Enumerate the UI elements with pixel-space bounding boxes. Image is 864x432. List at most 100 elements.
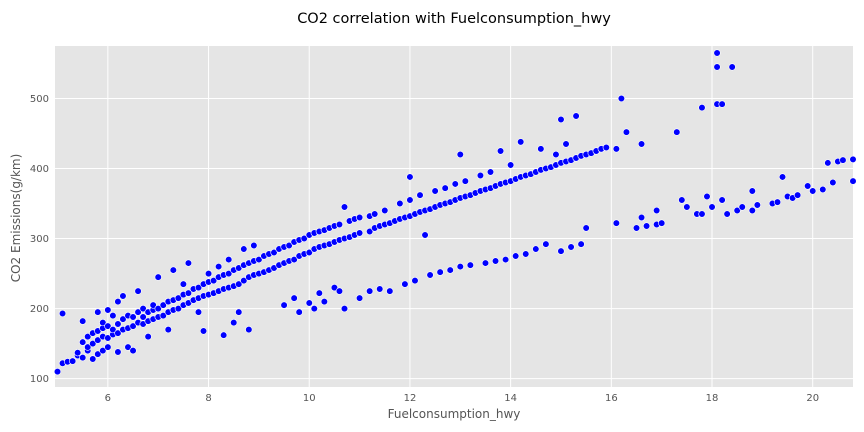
data-point bbox=[245, 325, 253, 334]
data-point bbox=[225, 269, 233, 278]
x-tick-label: 14 bbox=[504, 393, 517, 404]
data-point bbox=[104, 322, 112, 330]
data-point bbox=[441, 184, 449, 192]
data-point bbox=[406, 196, 414, 204]
data-point bbox=[320, 297, 328, 306]
data-point bbox=[713, 63, 721, 71]
data-point bbox=[240, 276, 248, 285]
data-point bbox=[637, 213, 646, 222]
data-point bbox=[824, 159, 832, 167]
data-point bbox=[79, 353, 87, 362]
data-point bbox=[240, 245, 248, 253]
data-point bbox=[738, 203, 746, 211]
data-point bbox=[537, 145, 545, 153]
data-point bbox=[114, 329, 122, 337]
data-point bbox=[235, 308, 243, 316]
data-point bbox=[577, 240, 585, 248]
data-point bbox=[416, 191, 424, 199]
data-point bbox=[174, 294, 182, 302]
data-point bbox=[104, 343, 112, 351]
data-point bbox=[58, 309, 67, 318]
data-point bbox=[179, 280, 187, 288]
data-point bbox=[431, 187, 439, 195]
data-point bbox=[184, 259, 193, 267]
data-point bbox=[502, 255, 510, 264]
data-point bbox=[255, 255, 263, 264]
data-point bbox=[517, 138, 525, 146]
data-point bbox=[366, 227, 374, 236]
data-point bbox=[839, 156, 847, 164]
data-point bbox=[653, 206, 661, 215]
data-point bbox=[703, 192, 711, 201]
horizontal-gridlines bbox=[55, 98, 853, 380]
data-point bbox=[164, 325, 172, 334]
data-point bbox=[335, 220, 344, 229]
data-point bbox=[355, 229, 364, 237]
data-point bbox=[114, 297, 122, 306]
y-tick-labels: 100 200 300 400 500 bbox=[30, 94, 49, 385]
plot-area bbox=[55, 46, 853, 387]
x-tick-label: 16 bbox=[605, 393, 618, 404]
data-point bbox=[290, 255, 298, 264]
data-point bbox=[708, 203, 716, 211]
data-point bbox=[99, 318, 107, 327]
data-point bbox=[305, 299, 313, 307]
data-point bbox=[451, 180, 459, 188]
data-points bbox=[53, 49, 857, 376]
chart-title: CO2 correlation with Fuelconsumption_hwy bbox=[297, 11, 611, 27]
data-point bbox=[104, 306, 112, 314]
data-point bbox=[79, 338, 87, 346]
data-point bbox=[718, 100, 726, 108]
vertical-gridlines bbox=[107, 46, 814, 387]
data-point bbox=[809, 187, 817, 195]
data-point bbox=[773, 198, 782, 206]
data-point bbox=[386, 287, 394, 295]
data-point bbox=[557, 247, 565, 255]
data-point bbox=[129, 313, 137, 321]
data-point bbox=[542, 240, 550, 248]
data-point bbox=[134, 308, 142, 316]
data-point bbox=[673, 128, 681, 136]
data-point bbox=[829, 178, 837, 187]
data-point bbox=[69, 357, 77, 365]
x-tick-label: 6 bbox=[105, 393, 111, 404]
x-tick-labels: 6 8 10 12 14 16 18 20 bbox=[105, 393, 819, 404]
data-point bbox=[617, 94, 626, 103]
data-point bbox=[149, 301, 157, 309]
data-point bbox=[658, 219, 666, 227]
data-point bbox=[728, 63, 736, 71]
data-point bbox=[114, 348, 122, 356]
data-point bbox=[114, 320, 122, 328]
data-point bbox=[632, 224, 641, 232]
x-tick-label: 18 bbox=[706, 393, 719, 404]
data-point bbox=[794, 191, 802, 199]
data-point bbox=[401, 280, 409, 288]
data-point bbox=[713, 49, 721, 57]
data-point bbox=[532, 245, 540, 253]
data-point bbox=[642, 222, 651, 230]
data-point bbox=[426, 271, 434, 279]
data-point bbox=[849, 155, 857, 164]
data-point bbox=[300, 234, 308, 243]
data-point bbox=[507, 161, 515, 169]
data-point bbox=[154, 304, 162, 313]
data-point bbox=[315, 289, 323, 297]
data-point bbox=[310, 304, 318, 313]
data-point bbox=[285, 241, 293, 250]
data-point bbox=[411, 276, 419, 285]
data-point bbox=[512, 252, 520, 260]
data-point bbox=[366, 287, 374, 295]
data-point bbox=[174, 304, 182, 313]
data-point bbox=[456, 262, 464, 271]
data-point bbox=[698, 210, 706, 218]
data-point bbox=[139, 304, 147, 313]
data-point bbox=[129, 322, 137, 330]
data-point bbox=[612, 219, 620, 227]
data-point bbox=[723, 210, 731, 218]
data-point bbox=[270, 248, 278, 257]
data-point bbox=[491, 257, 500, 265]
data-point bbox=[94, 308, 102, 316]
data-point bbox=[290, 294, 298, 302]
data-point bbox=[481, 259, 490, 267]
data-point bbox=[119, 292, 127, 300]
